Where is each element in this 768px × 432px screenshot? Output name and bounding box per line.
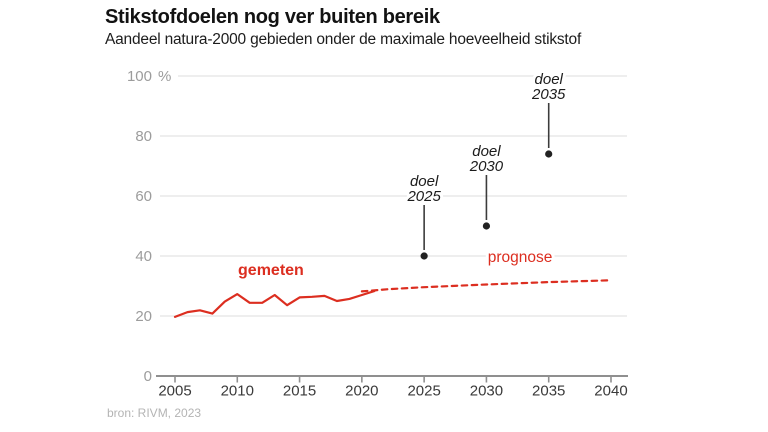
goal-label-line1-2035: doel [535,71,564,88]
goal-dot-2025 [420,252,428,260]
x-tick-label-2040: 2040 [594,383,627,400]
goal-label-line2-2035: 2035 [531,86,566,103]
goal-label-line1-2025: doel [410,173,439,190]
y-tick-label-80: 80 [135,128,152,145]
series-label-prognose: prognose [488,249,553,266]
y-axis-unit-label: % [158,68,171,85]
x-tick-label-2005: 2005 [158,383,191,400]
goal-label-line1-2030: doel [472,143,501,160]
y-tick-label-20: 20 [135,308,152,325]
x-tick-label-2020: 2020 [345,383,378,400]
x-tick-label-2015: 2015 [283,383,316,400]
goal-label-line2-2025: 2025 [406,188,441,205]
x-tick-label-2025: 2025 [407,383,440,400]
x-tick-label-2030: 2030 [470,383,503,400]
series-line-gemeten [173,290,376,318]
chart-subtitle: Aandeel natura-2000 gebieden onder de ma… [105,31,582,48]
y-tick-label-40: 40 [135,248,152,265]
source-note: bron: RIVM, 2023 [107,406,202,420]
x-tick-label-2010: 2010 [221,383,254,400]
y-tick-label-100: 100 [127,68,152,85]
goal-label-line2-2030: 2030 [469,158,504,175]
y-tick-label-0: 0 [144,368,152,385]
x-tick-label-2035: 2035 [532,383,565,400]
series-line-prognose [360,279,613,293]
goal-dot-2030 [482,222,491,230]
goal-dot-2035 [545,150,553,158]
series-label-gemeten: gemeten [238,262,304,279]
chart-title: Stikstofdoelen nog ver buiten bereik [105,6,440,28]
y-tick-label-60: 60 [135,188,152,205]
